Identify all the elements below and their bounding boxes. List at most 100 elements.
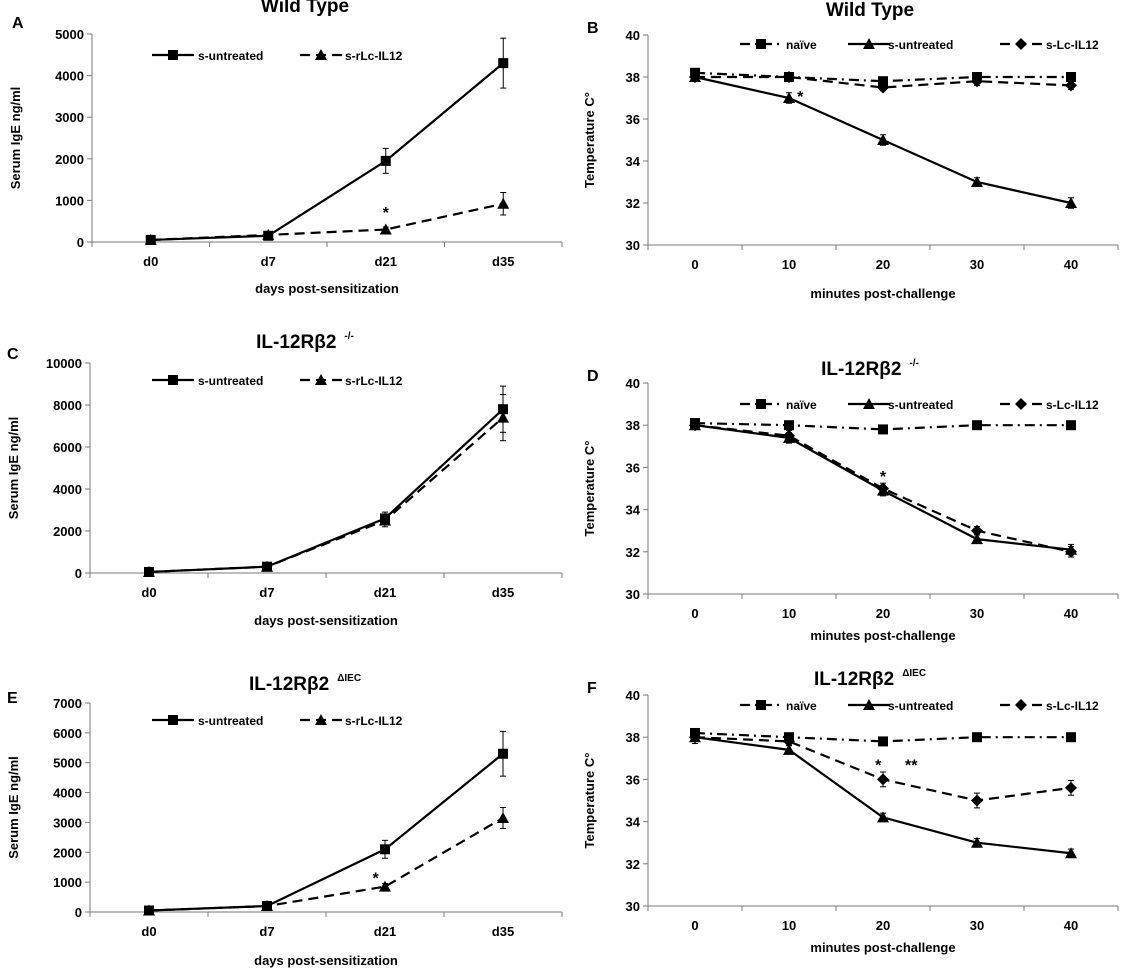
x-tick-label: 30: [970, 257, 984, 272]
legend-label: s-untreated: [888, 699, 953, 713]
legend-marker: [756, 39, 766, 49]
legend: naïve s-untreated s-Lc-IL12: [740, 38, 1099, 52]
panel-letter: D: [587, 368, 599, 385]
legend-label: s-rLc-IL12: [345, 714, 403, 728]
chart-title: IL-12Rβ2 -/-: [256, 331, 354, 353]
series-line: [150, 202, 504, 242]
legend-label: s-Lc-IL12: [1046, 398, 1099, 412]
x-tick-label: d0: [141, 924, 156, 939]
panel-letter: A: [12, 15, 24, 32]
y-tick-label: 8000: [53, 398, 82, 413]
series-line: [694, 421, 1071, 431]
y-tick-label: 2000: [53, 524, 82, 539]
y-tick-label: 5000: [55, 27, 84, 42]
series-s-rlc-il12: [144, 191, 510, 245]
legend-marker: [756, 700, 766, 710]
legend: s-untreated s-rLc-IL12: [152, 714, 403, 728]
y-tick-label: 40: [626, 688, 640, 703]
y-tick-label: 4000: [53, 482, 82, 497]
y-tick-label: 10000: [46, 356, 82, 371]
chart-panel-b: B Wild Type 30 32 34 36 38 40 0 10 20 30 40 minutes p…: [582, 0, 1119, 301]
data-point: [877, 773, 889, 786]
x-tick-label: d21: [374, 585, 396, 600]
chart-title-superscript: -/-: [909, 358, 918, 369]
series-line: [148, 816, 504, 912]
y-tick-label: 40: [626, 28, 640, 43]
chart-panel-d: D IL-12Rβ2 -/- 30 32 34 36 38 40 0 10 20 30 40 minutes…: [582, 358, 1119, 643]
y-tick-label: 38: [626, 730, 640, 745]
panel-letter: E: [7, 690, 18, 707]
x-axis-label: minutes post-challenge: [810, 940, 955, 955]
y-axis-label: Temperature C°: [582, 753, 597, 849]
y-tick-label: 30: [626, 238, 640, 253]
x-tick-label: 10: [782, 918, 796, 933]
legend-label: s-untreated: [198, 374, 263, 388]
legend-marker: [315, 49, 327, 60]
data-point: [261, 560, 273, 572]
legend-marker: [315, 714, 327, 725]
chart-title-main: IL-12Rβ2: [249, 674, 329, 695]
x-tick-label: 20: [876, 257, 890, 272]
series-line: [694, 736, 1072, 802]
chart-title-superscript: ΔIEC: [902, 668, 926, 679]
x-tick-label: 20: [876, 918, 890, 933]
x-axis-label: minutes post-challenge: [810, 286, 955, 301]
data-point: [878, 736, 888, 747]
legend-label: s-untreated: [888, 38, 953, 52]
data-point: [380, 844, 390, 855]
x-tick-label: d0: [141, 585, 156, 600]
series-line: [148, 416, 504, 574]
data-point: [379, 223, 392, 235]
data-point: [497, 811, 509, 823]
data-point: [1065, 197, 1077, 208]
x-tick-label: 0: [691, 606, 698, 621]
x-tick-label: d35: [492, 254, 514, 269]
series-s-untreated: [689, 730, 1077, 859]
data-point: [1066, 420, 1076, 431]
x-tick-label: d35: [492, 585, 514, 600]
y-tick-label: 0: [75, 566, 82, 581]
x-tick-label: d7: [261, 254, 276, 269]
chart-panel-a: A Wild Type 0 1000 2000 3000 4000 5000 d0 d7 d21 d3…: [8, 0, 563, 296]
data-point: [498, 58, 509, 69]
panel-letter: F: [587, 680, 597, 697]
data-point: [783, 429, 795, 442]
y-tick-label: 6000: [53, 440, 82, 455]
legend-label: s-Lc-IL12: [1046, 38, 1099, 52]
y-tick-label: 7000: [53, 696, 82, 711]
series-s-lc-il12: [689, 731, 1077, 809]
data-point: [262, 228, 275, 240]
legend-label: naïve: [786, 38, 817, 52]
chart-title: Wild Type: [261, 0, 349, 17]
y-tick-label: 36: [626, 772, 640, 787]
y-tick-label: 3000: [53, 815, 82, 830]
legend-label: s-rLc-IL12: [345, 374, 403, 388]
legend-marker: [315, 374, 327, 385]
data-point: [1065, 781, 1077, 794]
chart-title-superscript: -/-: [344, 331, 353, 342]
series-s-lc-il12: [689, 71, 1077, 94]
x-tick-label: 30: [970, 918, 984, 933]
y-tick-label: 34: [626, 815, 641, 830]
data-point: [783, 71, 795, 83]
legend-label: s-untreated: [198, 49, 263, 63]
data-point: [971, 524, 983, 537]
x-tick-label: 40: [1064, 918, 1078, 933]
data-point: [971, 176, 983, 187]
significance-marker: *: [372, 871, 379, 888]
chart-title: Wild Type: [826, 0, 914, 21]
series-s-rlc-il12: [143, 807, 509, 916]
data-point: [1065, 545, 1077, 558]
y-tick-label: 38: [626, 418, 640, 433]
x-tick-label: d21: [374, 924, 396, 939]
x-tick-label: 20: [876, 606, 890, 621]
data-point: [877, 81, 889, 94]
data-point: [497, 197, 510, 209]
y-axis-label: Temperature C°: [582, 92, 597, 188]
panel-letter: B: [587, 20, 599, 37]
chart-panel-f: F IL-12Rβ2 ΔIEC 30 32 34 36 38 40 0 10 20 30 40 minute…: [582, 668, 1119, 955]
data-point: [1065, 847, 1077, 859]
y-tick-label: 34: [626, 154, 641, 169]
data-point: [877, 811, 889, 823]
